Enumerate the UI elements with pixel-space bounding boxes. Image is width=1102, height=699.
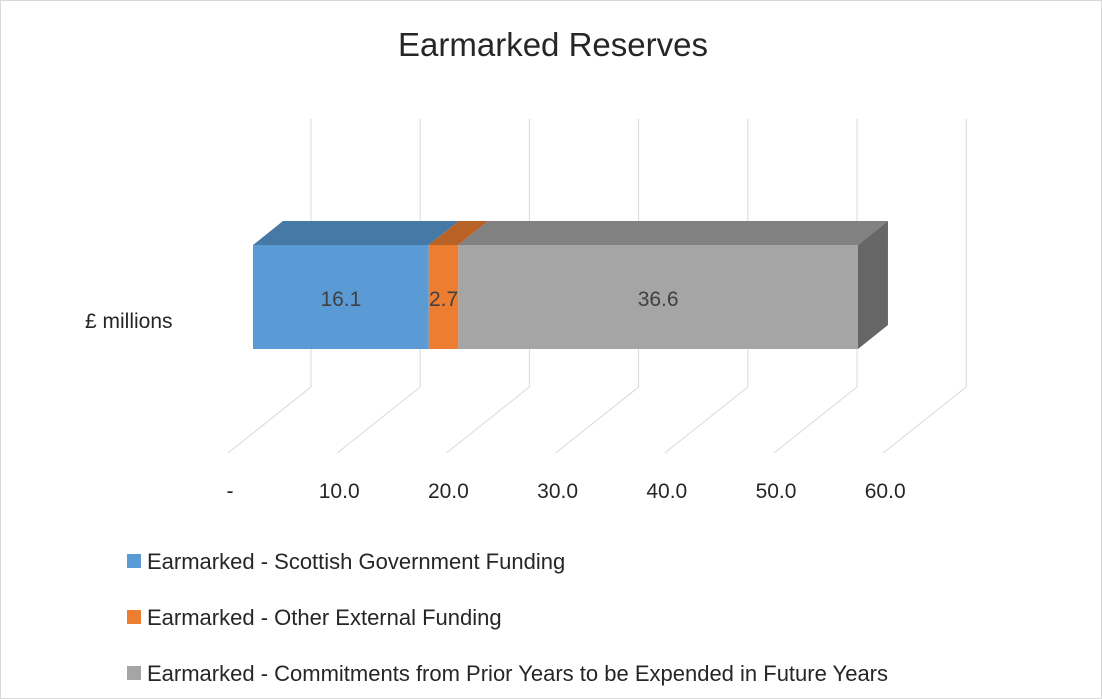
gridline-floor [882, 386, 967, 454]
gridline-floor [336, 386, 421, 454]
x-tick-label: - [227, 480, 234, 503]
legend: Earmarked - Scottish Government Funding E… [127, 549, 888, 686]
bar-front-face [458, 245, 858, 349]
x-tick-label: 40.0 [646, 480, 687, 503]
bar-top-face [428, 221, 489, 245]
bar-top-face [458, 221, 888, 245]
legend-item: Earmarked - Other External Funding [127, 605, 502, 630]
legend-swatch [127, 666, 141, 680]
gridline-floor [446, 386, 530, 454]
x-tick-label: 30.0 [537, 480, 578, 503]
x-tick-label: 50.0 [756, 480, 797, 503]
legend-label: Earmarked - Other External Funding [147, 605, 502, 630]
bar-series [253, 221, 888, 349]
bar-segment [428, 221, 489, 349]
bar-top-face [253, 221, 459, 245]
x-tick-label: 20.0 [428, 480, 469, 503]
bar-front-face [428, 245, 459, 349]
data-labels: 16.1 2.7 36.6 [320, 288, 678, 311]
x-axis-tick-labels: - 10.0 20.0 30.0 40.0 50.0 60.0 [227, 480, 906, 503]
gridline-floor [773, 386, 858, 454]
category-label: £ millions [85, 310, 173, 333]
x-tick-label: 10.0 [319, 480, 360, 503]
bar-front-face [253, 245, 429, 349]
data-label: 36.6 [638, 288, 679, 311]
data-label: 16.1 [320, 288, 361, 311]
legend-item: Earmarked - Commitments from Prior Years… [127, 661, 888, 686]
x-tick-label: 60.0 [865, 480, 906, 503]
gridline-floor [555, 386, 639, 454]
bar-segment [253, 221, 459, 349]
legend-swatch [127, 554, 141, 568]
chart-title: Earmarked Reserves [398, 26, 708, 63]
legend-label: Earmarked - Scottish Government Funding [147, 549, 565, 574]
gridline-floor [664, 386, 749, 454]
bar-segment [458, 221, 888, 349]
legend-swatch [127, 610, 141, 624]
data-label: 2.7 [429, 288, 458, 311]
bar-side-face [857, 221, 888, 349]
gridline-floor [227, 386, 312, 454]
legend-label: Earmarked - Commitments from Prior Years… [147, 661, 888, 686]
legend-item: Earmarked - Scottish Government Funding [127, 549, 565, 574]
